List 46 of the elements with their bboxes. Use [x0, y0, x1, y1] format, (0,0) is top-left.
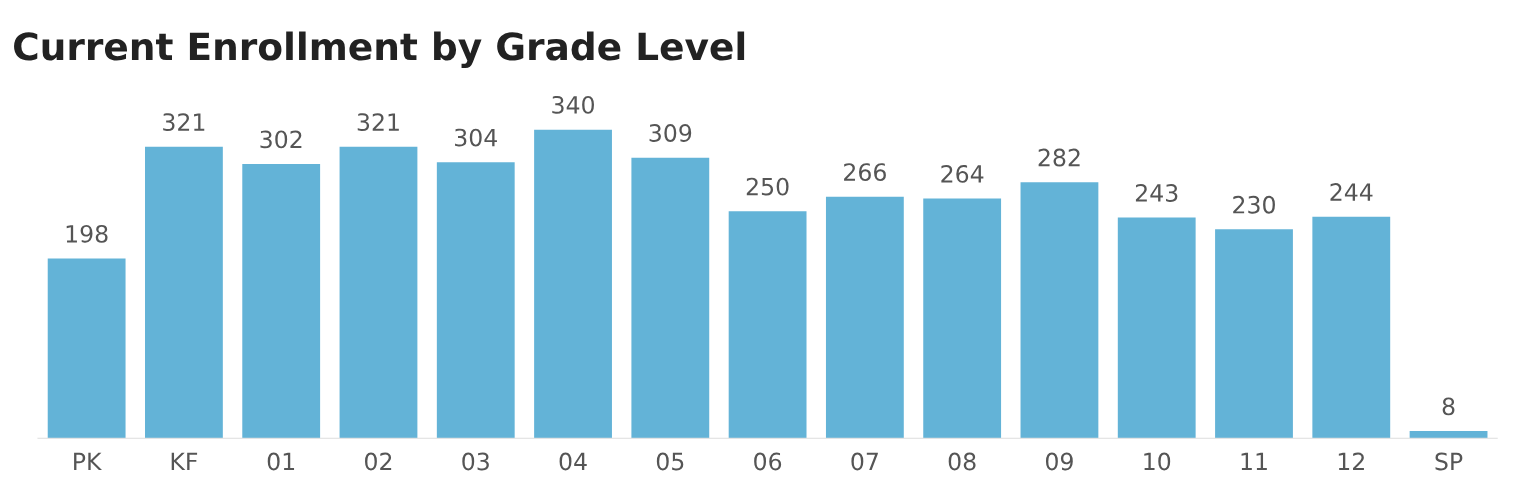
x-tick-label: 06: [754, 452, 782, 471]
bar: [47, 258, 126, 439]
data-label: 8: [1442, 397, 1455, 416]
data-label: 282: [1038, 148, 1080, 167]
x-tick-label: 09: [1045, 452, 1073, 471]
x-tick-label: SP: [1435, 452, 1463, 471]
data-label: 321: [163, 113, 205, 132]
x-tick-label: 08: [948, 452, 976, 471]
bar: [242, 163, 321, 439]
data-label: 340: [552, 95, 595, 114]
data-label: 321: [357, 113, 399, 132]
bar: [923, 198, 1002, 439]
x-tick-label: PK: [74, 452, 102, 471]
data-label: 302: [260, 130, 302, 149]
bar: [1117, 217, 1196, 439]
x-tick-label: 12: [1338, 452, 1364, 471]
bar: [436, 162, 515, 439]
bar: [1409, 430, 1488, 439]
chart-title: Current Enrollment by Grade Level: [14, 31, 745, 69]
bar: [631, 157, 710, 439]
bar: [1215, 229, 1293, 439]
bar: [825, 196, 904, 439]
data-label: 250: [746, 177, 789, 196]
bar: [728, 211, 807, 439]
data-label: 309: [649, 124, 692, 142]
bar: [534, 129, 612, 439]
x-tick-label: 03: [462, 452, 489, 471]
bar: [339, 146, 418, 439]
x-tick-label: 10: [1144, 452, 1171, 471]
x-tick-label: 02: [365, 452, 392, 471]
x-tick-label: 11: [1241, 452, 1267, 471]
bar: [145, 146, 223, 439]
bar: [1020, 182, 1099, 439]
bar: [1312, 216, 1391, 439]
data-label: 244: [1330, 183, 1373, 201]
data-label: 264: [941, 164, 984, 183]
x-tick-label: 01: [267, 452, 295, 471]
x-tick-label: KF: [171, 452, 198, 471]
data-label: 230: [1233, 195, 1275, 214]
data-label: 198: [66, 224, 108, 243]
x-tick-label: 05: [656, 452, 684, 471]
data-label: 243: [1135, 184, 1178, 202]
data-label: 266: [844, 163, 886, 181]
data-label: 304: [455, 128, 497, 147]
x-tick-label: 04: [559, 452, 587, 471]
x-tick-label: 07: [851, 452, 878, 471]
